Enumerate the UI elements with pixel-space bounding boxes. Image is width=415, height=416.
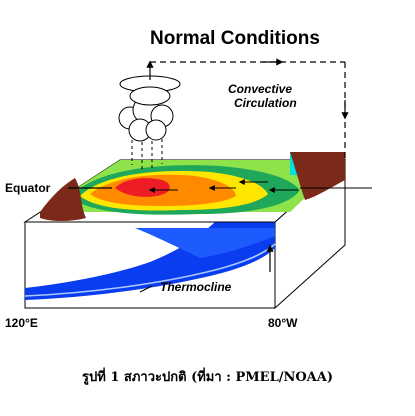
trade-wind-arrows — [148, 179, 298, 193]
thermocline-pointer — [139, 285, 153, 293]
diagram-title: Normal Conditions — [150, 28, 320, 49]
land-west — [40, 178, 86, 221]
east-longitude-label: 80°W — [268, 316, 298, 330]
thermocline-line — [24, 243, 276, 297]
convective-circulation-loop — [150, 61, 346, 160]
convective-label-line1: Convective — [228, 82, 293, 96]
equator-label: Equator — [5, 181, 51, 195]
sst-warm-core — [115, 178, 170, 197]
convective-label-line2: Circulation — [234, 96, 297, 110]
thermocline-label: Thermocline — [160, 280, 232, 294]
west-longitude-label: 120°E — [5, 316, 38, 330]
figure-caption: รูปที่ 1 สภาวะปกติ (ที่มา : PMEL/NOAA) — [81, 370, 333, 385]
rain-lines — [131, 139, 163, 170]
cumulus-cloud-icon — [118, 75, 181, 142]
upper-layer-band — [135, 228, 275, 258]
